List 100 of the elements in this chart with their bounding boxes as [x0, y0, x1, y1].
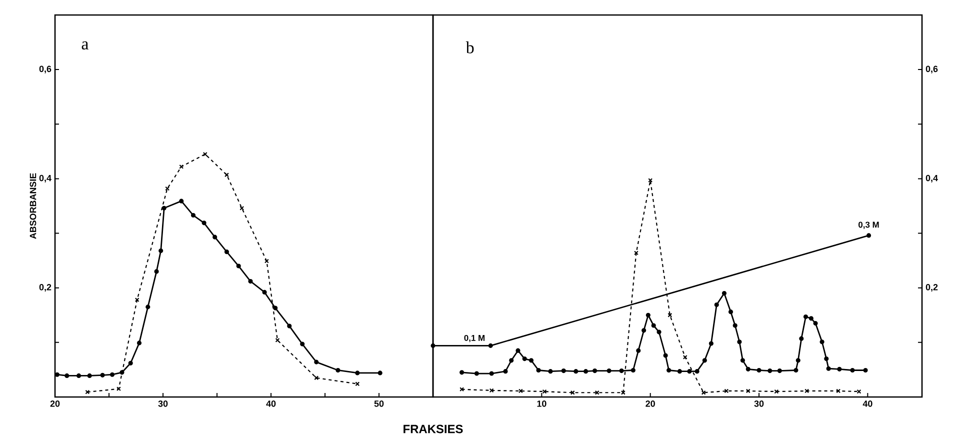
point [592, 368, 598, 374]
x-tick-label: 50 [374, 400, 384, 407]
point [850, 368, 855, 373]
point [574, 369, 578, 374]
point [708, 341, 714, 346]
point [722, 291, 727, 296]
point [619, 368, 624, 374]
point [677, 369, 682, 374]
point [634, 250, 638, 256]
y-tick-label: 0,4 [926, 174, 938, 183]
point [64, 373, 70, 378]
point [682, 354, 688, 360]
point [714, 302, 719, 308]
point [136, 340, 142, 346]
y-tick-label: 0,6 [39, 66, 52, 74]
point [355, 382, 360, 386]
point [87, 373, 92, 378]
point [273, 306, 278, 310]
point [314, 360, 319, 364]
point [824, 356, 829, 362]
point [100, 372, 105, 378]
point [536, 368, 541, 373]
point [863, 368, 868, 373]
point [240, 206, 244, 210]
annotation: 0,1 M [464, 334, 485, 342]
point [648, 178, 653, 183]
point [128, 360, 133, 366]
point [154, 269, 159, 274]
point [777, 368, 782, 374]
point [336, 368, 340, 373]
point [808, 316, 814, 321]
point [275, 338, 280, 342]
point [594, 390, 600, 395]
point [314, 376, 319, 380]
point [837, 366, 842, 372]
x-tick-label: 20 [646, 400, 655, 407]
point [756, 368, 762, 373]
point [460, 370, 464, 375]
point [474, 371, 479, 376]
point [300, 342, 305, 346]
point [794, 368, 798, 373]
point [522, 356, 527, 362]
point [460, 387, 464, 392]
point [746, 366, 750, 372]
point [190, 212, 196, 218]
point [687, 369, 692, 374]
point [518, 388, 523, 394]
point [804, 388, 810, 394]
point [630, 368, 636, 373]
point [732, 323, 738, 328]
point [724, 388, 729, 394]
point [202, 220, 206, 226]
point [774, 389, 779, 394]
point [355, 370, 360, 376]
x-tick-label: 30 [754, 400, 764, 407]
point [488, 343, 493, 348]
point [212, 234, 218, 240]
point [799, 336, 804, 341]
point [656, 330, 662, 334]
point [489, 388, 494, 393]
point [287, 324, 292, 328]
point [570, 390, 575, 395]
y-tick-label: 0,2 [926, 284, 938, 292]
point [236, 264, 241, 268]
point [666, 368, 672, 373]
x-tick-label: 40 [266, 400, 276, 407]
annotation: a [82, 41, 88, 50]
point [694, 369, 700, 374]
point [146, 304, 150, 310]
point [584, 369, 588, 374]
point [202, 152, 208, 156]
annotation: b [466, 41, 474, 54]
point [509, 358, 514, 363]
x-tick-label: 10 [537, 400, 546, 407]
y-tick-label: 0,4 [39, 174, 52, 183]
point [489, 371, 494, 376]
point [728, 310, 734, 314]
point [503, 369, 508, 374]
point [636, 348, 641, 353]
point [646, 312, 650, 318]
point [836, 388, 841, 394]
point [542, 389, 547, 394]
point [820, 340, 824, 344]
y-axis-title: ABSORBANSIE [30, 173, 36, 239]
point [76, 373, 82, 378]
point [430, 343, 436, 348]
point [179, 164, 184, 169]
point [262, 290, 267, 294]
point [740, 358, 745, 363]
point [162, 206, 166, 210]
point [548, 369, 553, 374]
point [796, 358, 800, 363]
point [737, 340, 742, 344]
point [134, 298, 140, 302]
point [702, 358, 707, 363]
point [165, 186, 170, 191]
point [516, 348, 520, 353]
point [606, 368, 612, 374]
y-tick-label: 0,2 [39, 284, 52, 292]
point [264, 258, 269, 264]
